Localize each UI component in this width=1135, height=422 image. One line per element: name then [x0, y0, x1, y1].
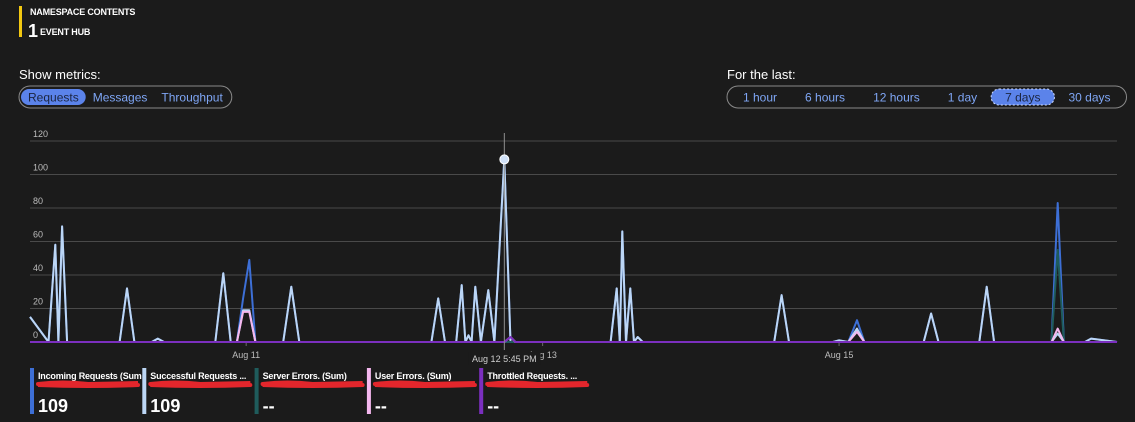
hover-point	[499, 154, 510, 165]
series-line	[29, 158, 1118, 343]
redaction	[485, 380, 590, 388]
range-option[interactable]: 7 days	[1005, 91, 1040, 105]
legend-swatch	[30, 368, 34, 414]
x-tick-label: Aug 13	[528, 350, 557, 360]
y-tick-label: 60	[33, 230, 43, 240]
legend-name: User Errors. (Sum)	[375, 371, 452, 381]
hover-label: Aug 12 5:45 PM	[472, 354, 537, 364]
y-tick-label: 20	[33, 297, 43, 307]
legend-swatch	[142, 368, 147, 414]
legend-value: --	[263, 396, 275, 416]
metrics-option[interactable]: Throughput	[161, 91, 223, 105]
range-option[interactable]: 12 hours	[873, 91, 920, 105]
accent-bar	[19, 6, 22, 37]
metrics-option[interactable]: Messages	[93, 91, 148, 105]
legend-name: Incoming Requests (Sum	[38, 371, 142, 381]
range-option[interactable]: 1 day	[948, 91, 977, 105]
y-tick-label: 0	[33, 330, 38, 340]
metrics-option-bg[interactable]	[21, 89, 86, 105]
y-tick-label: 100	[33, 163, 48, 173]
range-option-bg[interactable]	[990, 88, 1055, 106]
range-option[interactable]: 30 days	[1068, 91, 1110, 105]
header-subtitle: EVENT HUB	[40, 27, 91, 37]
hover-label-bg	[468, 352, 541, 365]
legend-name: Throttled Requests. ...	[487, 371, 577, 381]
legend-value: 109	[38, 396, 68, 416]
metrics-group	[18, 85, 233, 109]
redaction	[148, 380, 253, 388]
range-option[interactable]: 6 hours	[805, 91, 845, 105]
series-line	[30, 310, 1117, 343]
y-tick-label: 120	[33, 129, 48, 139]
x-tick-label: Aug 11	[232, 350, 260, 360]
header-count: 1	[28, 21, 38, 41]
redaction	[260, 380, 365, 388]
legend-swatch	[254, 368, 259, 414]
range-label: For the last:	[727, 67, 796, 82]
metrics-option[interactable]: Requests	[28, 91, 79, 105]
range-group	[726, 85, 1128, 109]
y-tick-label: 80	[33, 196, 43, 206]
legend-value: 109	[150, 396, 180, 416]
x-tick-label: Aug 15	[825, 350, 854, 360]
y-tick-label: 40	[33, 263, 43, 273]
series-line	[30, 248, 1117, 343]
header-title: NAMESPACE CONTENTS	[30, 7, 135, 17]
legend-name: Successful Requests ...	[150, 371, 246, 381]
redaction	[372, 380, 477, 388]
metrics-label: Show metrics:	[19, 67, 101, 82]
legend-value: --	[375, 396, 387, 416]
legend-swatch	[366, 368, 371, 414]
legend-value: --	[487, 396, 499, 416]
range-option[interactable]: 1 hour	[743, 91, 777, 105]
legend-swatch	[479, 368, 484, 414]
legend-name: Server Errors. (Sum)	[263, 371, 347, 381]
series-line	[29, 158, 1118, 343]
redaction	[36, 380, 140, 388]
series-line	[30, 336, 1117, 343]
